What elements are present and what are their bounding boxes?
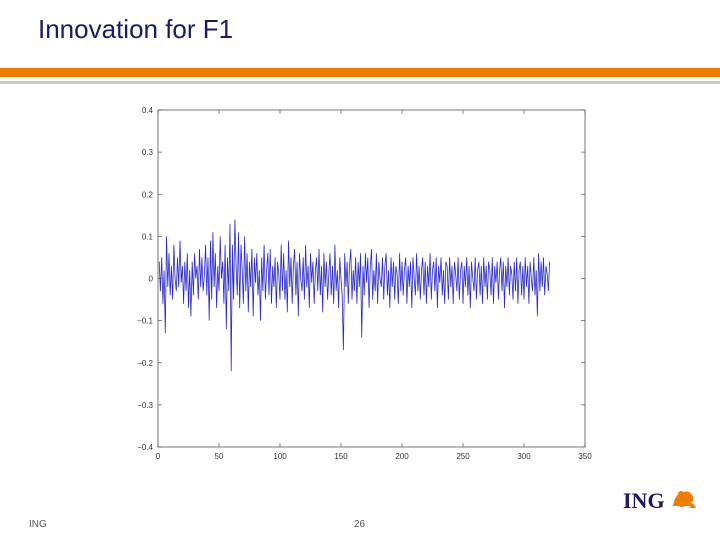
- y-tick-label: 0.4: [142, 106, 154, 115]
- header-divider: [0, 81, 720, 84]
- innovation-line-chart: 0 50 100 150 200 250 300 350 0.4 0.3 0.2 0.1 0 −0.1 −0…: [137, 106, 592, 461]
- y-tick-label: −0.2: [137, 359, 153, 368]
- x-tick-label: 200: [395, 452, 409, 461]
- x-tick-label: 50: [215, 452, 224, 461]
- slide-title: Innovation for F1: [38, 14, 234, 44]
- x-tick-label: 350: [578, 452, 592, 461]
- y-tick-label: 0.2: [142, 190, 154, 199]
- y-tick-label: −0.1: [137, 317, 153, 326]
- y-tick-label: 0: [149, 275, 154, 284]
- x-tick-label: 250: [456, 452, 470, 461]
- x-tick-label: 100: [273, 452, 287, 461]
- y-tick-label: −0.4: [137, 443, 153, 452]
- y-tick-label: 0.3: [142, 148, 154, 157]
- page-number: 26: [354, 519, 366, 530]
- logo-text: ING: [623, 488, 665, 513]
- y-tick-label: 0.1: [142, 232, 154, 241]
- series-line: [158, 219, 550, 372]
- x-tick-label: 300: [517, 452, 531, 461]
- header-accent-bar: [0, 68, 720, 77]
- footer-company: ING: [29, 519, 47, 530]
- x-tick-label: 150: [334, 452, 348, 461]
- x-tick-label: 0: [156, 452, 161, 461]
- y-tick-label: −0.3: [137, 401, 153, 410]
- ing-lion-logo: ING: [623, 488, 696, 513]
- lion-icon: [673, 491, 696, 508]
